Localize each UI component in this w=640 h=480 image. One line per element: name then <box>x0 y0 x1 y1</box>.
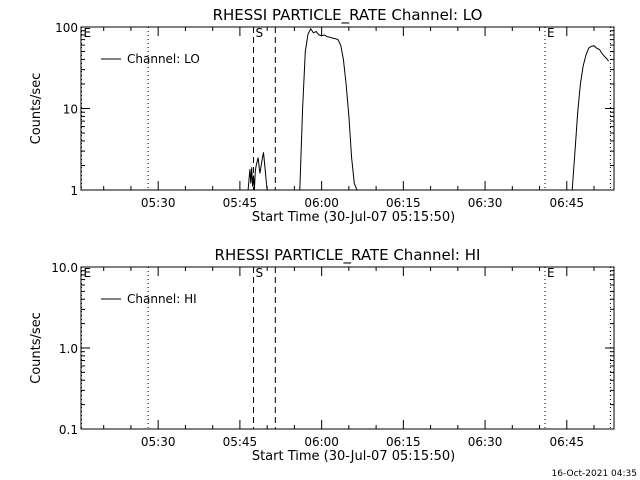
chart-1-x-tick-label: 06:45 <box>549 435 584 449</box>
chart-1-x-tick-label: 06:00 <box>304 435 339 449</box>
chart-panel-lo: RHESSI PARTICLE_RATE Channel: LO Start Ti… <box>29 6 615 225</box>
chart-0-x-axis-label: Start Time (30-Jul-07 05:15:50) <box>252 210 455 225</box>
chart-0-x-tick-label: 06:00 <box>304 196 339 210</box>
chart-0-x-tick-label: 06:15 <box>386 196 421 210</box>
chart-1-marker-label: E <box>84 266 92 280</box>
chart-0-marker-label: E <box>84 26 92 40</box>
chart-0-y-axis-label: Counts/sec <box>29 73 44 145</box>
chart-0-marker-label: E <box>547 26 555 40</box>
chart-0-x-tick-label: 05:30 <box>141 196 176 210</box>
chart-0-x-tick-label: 06:45 <box>549 196 584 210</box>
chart-1-marker-label: E <box>547 266 555 280</box>
chart-1-x-tick-label: 06:15 <box>386 435 421 449</box>
chart-1-x-tick-label: 05:30 <box>141 435 176 449</box>
chart-0-y-tick-label: 100 <box>55 21 78 35</box>
chart-1-marker-label: S <box>256 266 264 280</box>
chart-0-series-line-segment <box>571 45 610 191</box>
chart-1-x-tick-label: 05:45 <box>223 435 258 449</box>
footer-timestamp: 16-Oct-2021 04:35 <box>552 469 637 479</box>
chart-0-legend-label: Channel: LO <box>127 52 200 66</box>
chart-0-x-tick-label: 06:30 <box>468 196 503 210</box>
chart-0-y-tick-label: 10 <box>63 103 78 117</box>
chart-0-marker-label: S <box>256 26 264 40</box>
chart-1-y-tick-label: 1.0 <box>59 342 78 356</box>
chart-1-x-axis-label: Start Time (30-Jul-07 05:15:50) <box>252 449 455 464</box>
chart-1-legend-label: Channel: HI <box>127 292 197 306</box>
chart-0-title: RHESSI PARTICLE_RATE Channel: LO <box>213 6 483 25</box>
chart-1-x-tick-label: 06:30 <box>468 435 503 449</box>
chart-panel-hi: RHESSI PARTICLE_RATE Channel: HI Start Ti… <box>29 246 615 464</box>
chart-1-y-tick-label: 10.0 <box>51 261 78 275</box>
chart-1-y-tick-label: 0.1 <box>59 423 78 437</box>
chart-0-series-line-segment <box>299 27 358 191</box>
chart-0-x-tick-label: 05:45 <box>223 196 258 210</box>
chart-0-y-tick-label: 1 <box>70 184 78 198</box>
chart-1-y-axis-label: Counts/sec <box>29 312 44 384</box>
chart-0-series-line-segment <box>247 152 268 191</box>
chart-1-title: RHESSI PARTICLE_RATE Channel: HI <box>215 246 481 265</box>
